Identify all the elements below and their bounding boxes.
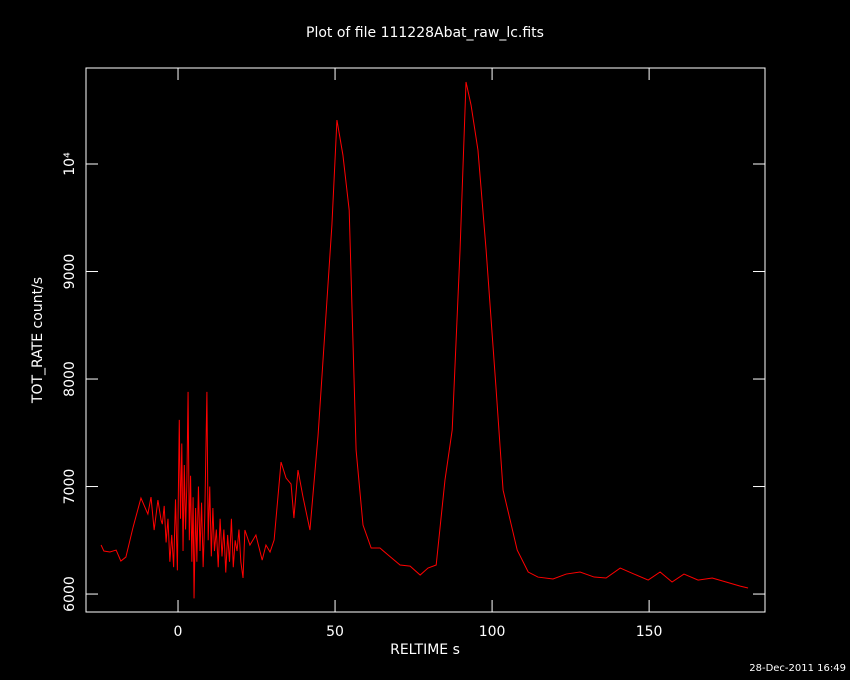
y-tick-label: 8000 [62, 361, 78, 397]
data-line [100, 81, 749, 599]
y-tick-label: 6000 [62, 576, 78, 612]
x-axis-label: RELTIME s [390, 642, 460, 658]
footer-timestamp: 28-Dec-2011 16:49 [749, 663, 846, 674]
y-axis-label: TOT_RATE count/s [30, 277, 46, 404]
chart-title: Plot of file 111228Abat_raw_lc.fits [306, 25, 544, 41]
y-tick-label: 10⁴ [62, 152, 78, 176]
x-tick-label: 150 [636, 624, 663, 640]
x-tick-label: 50 [326, 624, 344, 640]
x-tick-label: 100 [479, 624, 506, 640]
x-tick-label: 0 [174, 624, 183, 640]
plot-frame [85, 67, 766, 613]
y-tick-label: 9000 [62, 254, 78, 290]
y-tick-label: 7000 [62, 469, 78, 505]
